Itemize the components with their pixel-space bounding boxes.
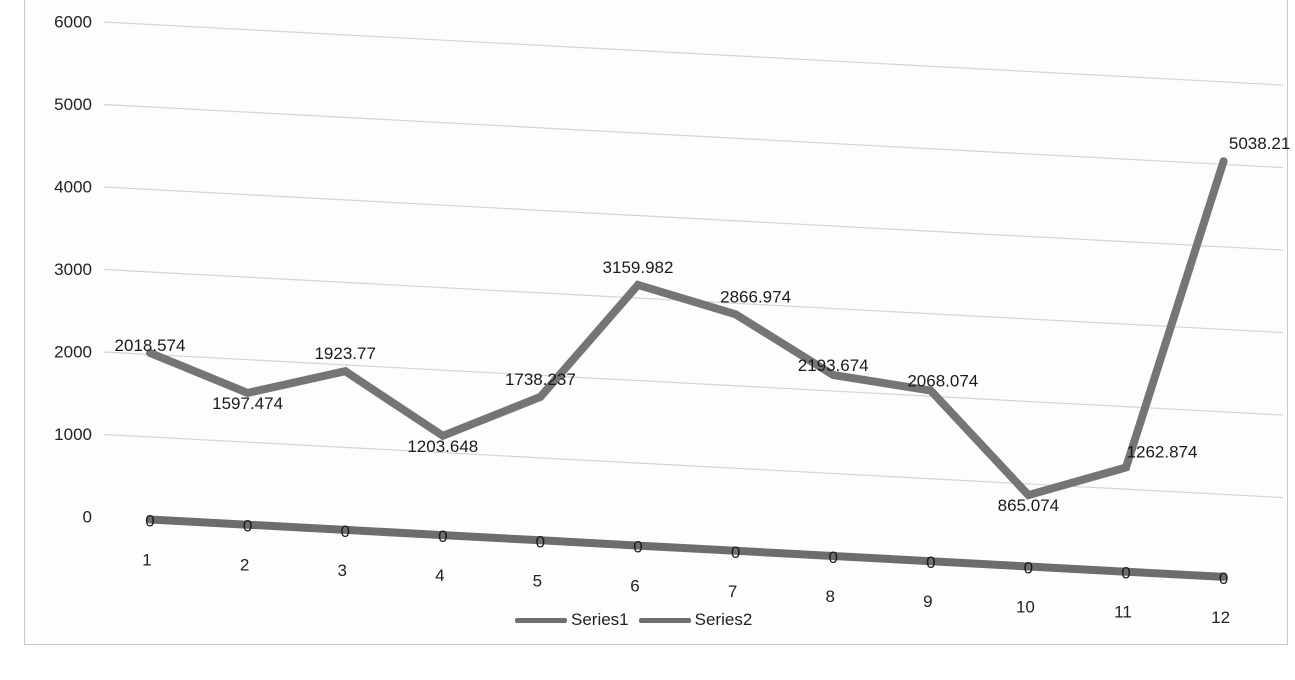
y-tick-label: 0 xyxy=(83,507,92,526)
data-point xyxy=(927,387,934,394)
y-tick-label: 3000 xyxy=(54,260,92,279)
data-point xyxy=(537,393,544,400)
x-tick-label: 7 xyxy=(728,582,737,601)
data-label: 2018.574 xyxy=(115,336,186,355)
x-tick-label: 6 xyxy=(630,577,639,596)
data-label: 0 xyxy=(633,538,642,557)
data-label: 865.074 xyxy=(998,496,1059,515)
data-label: 0 xyxy=(828,548,837,567)
data-label: 1203.648 xyxy=(407,437,478,456)
chart-frame xyxy=(24,0,1288,645)
legend-swatch-series1 xyxy=(515,617,567,623)
data-label: 2068.074 xyxy=(907,372,978,391)
data-point xyxy=(537,537,544,544)
data-label: 2866.974 xyxy=(720,287,791,306)
data-point xyxy=(1025,563,1032,570)
y-tick-label: 4000 xyxy=(54,177,92,196)
data-label: 0 xyxy=(145,511,154,530)
data-label: 1738.237 xyxy=(505,370,576,389)
data-point xyxy=(1025,492,1032,499)
x-tick-label: 11 xyxy=(1114,603,1132,622)
gridline xyxy=(103,351,1284,416)
x-tick-label: 3 xyxy=(337,561,346,580)
series-line-1 xyxy=(146,515,1228,581)
data-point xyxy=(830,372,837,379)
data-label: 2193.674 xyxy=(798,356,869,375)
data-point xyxy=(147,349,153,356)
data-label: 0 xyxy=(926,553,935,572)
legend-swatch-series2 xyxy=(638,617,691,623)
legend-item-series1[interactable]: Series1 xyxy=(515,610,629,630)
data-point xyxy=(244,389,251,396)
data-point xyxy=(1123,464,1129,471)
data-label: 0 xyxy=(1024,558,1033,577)
gridline xyxy=(103,103,1284,169)
data-label: 1923.77 xyxy=(314,344,375,363)
data-point xyxy=(1220,158,1227,165)
x-tick-label: 10 xyxy=(1016,597,1035,616)
x-tick-label: 5 xyxy=(533,571,542,590)
data-point xyxy=(439,532,446,539)
x-tick-label: 8 xyxy=(825,587,834,606)
data-label: 0 xyxy=(438,527,447,546)
data-point xyxy=(732,547,739,554)
data-point xyxy=(147,516,153,523)
x-tick-label: 2 xyxy=(240,556,249,575)
gridline xyxy=(103,186,1284,251)
data-label: 5038.21 xyxy=(1229,134,1290,153)
x-tick-label: 9 xyxy=(923,592,932,611)
data-point xyxy=(830,553,837,560)
data-point xyxy=(635,542,641,549)
data-point xyxy=(342,368,349,375)
x-tick-label: 1 xyxy=(142,550,151,569)
data-point xyxy=(439,432,446,439)
x-tick-label: 12 xyxy=(1211,608,1230,627)
data-label: 0 xyxy=(1219,569,1228,588)
data-point xyxy=(244,521,251,528)
gridline xyxy=(103,21,1284,86)
y-tick-label: 5000 xyxy=(54,95,92,114)
data-label: 0 xyxy=(243,517,252,536)
data-point xyxy=(1123,568,1129,575)
legend-label-series1: Series1 xyxy=(571,610,629,629)
gridline xyxy=(103,433,1284,499)
data-label: 0 xyxy=(731,543,740,562)
data-label: 0 xyxy=(1121,564,1130,583)
legend-item-series2[interactable]: Series2 xyxy=(638,610,753,630)
data-point xyxy=(1220,573,1227,580)
data-label: 0 xyxy=(536,532,545,551)
legend: Series1 Series2 xyxy=(515,610,752,630)
y-tick-label: 6000 xyxy=(54,12,92,31)
y-tick-label: 2000 xyxy=(54,342,92,361)
data-label: 0 xyxy=(340,522,349,541)
data-label: 1597.474 xyxy=(212,394,283,413)
data-point xyxy=(732,311,739,318)
data-point xyxy=(635,281,641,288)
legend-label-series2: Series2 xyxy=(694,610,753,629)
data-label: 3159.982 xyxy=(603,258,674,277)
series-line-2 xyxy=(146,157,1228,500)
data-point xyxy=(927,558,934,565)
data-point xyxy=(342,526,349,533)
data-label: 1262.874 xyxy=(1127,442,1198,461)
y-tick-label: 1000 xyxy=(54,425,92,444)
x-tick-label: 4 xyxy=(435,566,444,585)
